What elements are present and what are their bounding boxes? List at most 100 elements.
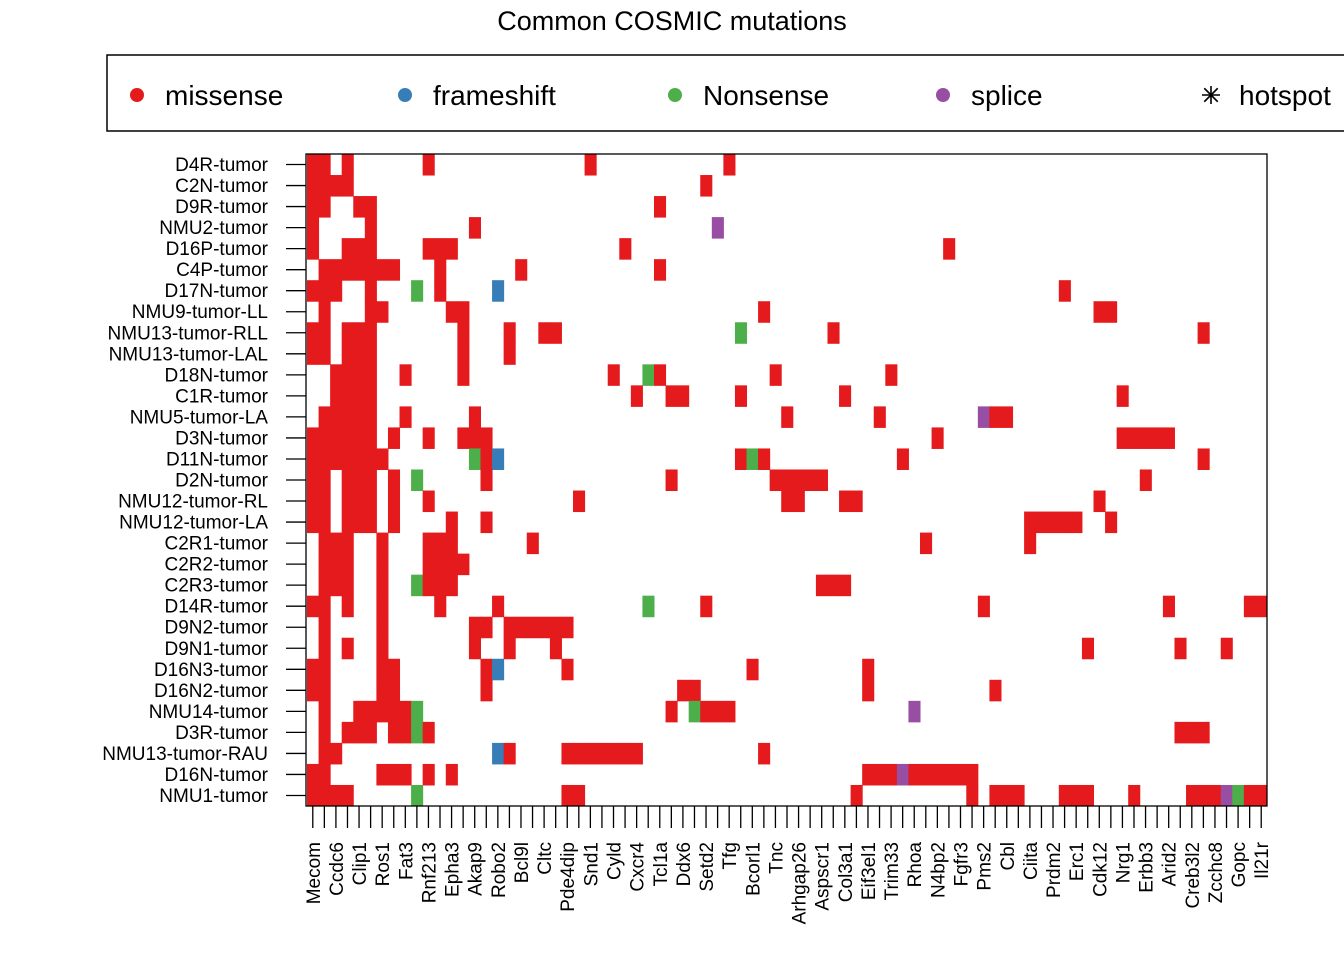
- cell-NMU13-tumor-RAU-28: [630, 742, 643, 765]
- cell-D9N1-tumor-75: [1174, 637, 1187, 660]
- legend-label-missense: missense: [165, 80, 283, 111]
- cell-D3N-tumor-0: [307, 427, 320, 449]
- cell-NMU13-tumor-RLL-37: [734, 322, 748, 344]
- cell-D2N-tumor-15: [480, 469, 493, 492]
- cell-C4P-tumor-30: [653, 259, 667, 281]
- legend-label-splice: splice: [971, 80, 1043, 111]
- cell-C2R1-tumor-19: [526, 532, 539, 555]
- cell-D17N-tumor-65: [1058, 280, 1071, 302]
- cell-D18N-tumor-29: [642, 364, 655, 386]
- cell-NMU13-tumor-RLL-1: [318, 322, 331, 344]
- cell-D16N3-tumor-38: [746, 658, 759, 681]
- cell-D9N1-tumor-3: [341, 637, 354, 660]
- cell-D3R-tumor-77: [1197, 721, 1210, 744]
- cell-D9N2-tumor-1: [318, 616, 331, 639]
- y-tick-label: D9N1-tumor: [165, 639, 269, 660]
- x-tick-label: Bcl9l: [512, 842, 533, 883]
- x-tick-label: Rnf213: [419, 842, 440, 903]
- y-tick-label: NMU13-tumor-LAL: [109, 344, 268, 365]
- x-tick-label: Cdk12: [1090, 842, 1111, 897]
- y-tick-label: D16N3-tumor: [154, 660, 269, 681]
- cell-NMU13-tumor-RLL-4: [353, 322, 366, 344]
- cell-NMU2-tumor-0: [307, 217, 320, 239]
- cell-NMU13-tumor-RAU-24: [584, 742, 597, 765]
- cell-C2R1-tumor-6: [376, 532, 389, 555]
- cell-C2R1-tumor-12: [445, 532, 458, 555]
- cell-D3N-tumor-15: [480, 427, 493, 449]
- x-tick-label: Setd2: [697, 842, 718, 892]
- y-tick-label: D3R-tumor: [175, 723, 269, 744]
- x-tick-label: Trim33: [882, 842, 903, 900]
- cell-D9R-tumor-4: [353, 196, 366, 218]
- cell-D16N-tumor-54: [931, 763, 944, 786]
- cell-C1R-tumor-31: [665, 385, 678, 407]
- cell-D3R-tumor-4: [353, 721, 366, 744]
- y-tick-label: D17N-tumor: [165, 281, 269, 302]
- cell-D18N-tumor-26: [607, 364, 620, 386]
- cell-D3R-tumor-5: [364, 721, 377, 744]
- cell-D16N-tumor-6: [376, 763, 389, 786]
- cell-D2N-tumor-3: [341, 469, 354, 492]
- cell-NMU12-tumor-RL-41: [781, 490, 794, 513]
- y-tick-label: D2N-tumor: [175, 471, 269, 492]
- cell-D16N3-tumor-22: [561, 658, 574, 681]
- cell-NMU9-tumor-LL-6: [376, 301, 389, 323]
- cell-D4R-tumor-24: [584, 154, 597, 176]
- cell-NMU5-tumor-LA-3: [341, 406, 354, 428]
- cell-D16N-tumor-52: [908, 763, 921, 786]
- cell-NMU12-tumor-LA-64: [1047, 511, 1060, 534]
- cell-NMU14-tumor-7: [387, 700, 401, 723]
- cell-NMU12-tumor-LA-65: [1058, 511, 1071, 534]
- cell-NMU12-tumor-LA-5: [364, 511, 377, 534]
- cell-NMU1-tumor-76: [1186, 784, 1199, 807]
- legend-marker-nonsense: [668, 88, 682, 102]
- cell-D3N-tumor-54: [931, 427, 944, 449]
- x-tick-label: Pde4dip: [558, 842, 579, 912]
- x-tick-label: Rhoa: [905, 842, 926, 888]
- y-tick-label: NMU12-tumor-RL: [118, 492, 268, 513]
- cell-D9N1-tumor-67: [1081, 637, 1095, 660]
- y-tick-label: D11N-tumor: [166, 449, 269, 470]
- cell-D3N-tumor-71: [1128, 427, 1141, 449]
- cell-D16N-tumor-7: [387, 763, 401, 786]
- cell-NMU13-tumor-RAU-1: [318, 742, 331, 765]
- cell-D16N-tumor-10: [422, 763, 435, 786]
- cell-C1R-tumor-28: [630, 385, 643, 407]
- cell-NMU13-tumor-RLL-21: [549, 322, 562, 344]
- cell-D16N-tumor-51: [896, 763, 909, 786]
- cell-D16N2-tumor-7: [387, 679, 401, 702]
- cell-D3N-tumor-7: [387, 427, 401, 449]
- cell-D16N-tumor-53: [920, 763, 933, 786]
- x-tick-label: Prdm2: [1044, 842, 1065, 898]
- legend-box: [106, 54, 1344, 132]
- cell-C2R3-tumor-2: [330, 574, 343, 597]
- cell-D9R-tumor-5: [364, 196, 377, 218]
- cell-NMU5-tumor-LA-59: [989, 406, 1002, 428]
- cell-D4R-tumor-0: [307, 154, 320, 176]
- cell-C2R3-tumor-44: [815, 574, 828, 597]
- cell-D11N-tumor-15: [480, 448, 493, 470]
- cell-NMU14-tumor-4: [353, 700, 366, 723]
- cell-D3N-tumor-1: [318, 427, 331, 449]
- x-tick-label: Pms2: [975, 842, 996, 891]
- cell-D16P-tumor-4: [353, 238, 366, 260]
- cell-D9N1-tumor-21: [549, 637, 562, 660]
- y-tick-label: D16N2-tumor: [154, 681, 269, 702]
- cell-C2R2-tumor-3: [341, 553, 354, 576]
- cell-D4R-tumor-36: [723, 154, 736, 176]
- cell-D16N3-tumor-15: [480, 658, 493, 681]
- cell-D14R-tumor-6: [376, 595, 389, 618]
- cell-NMU13-tumor-LAL-0: [307, 343, 320, 365]
- cell-D18N-tumor-2: [330, 364, 343, 386]
- cell-NMU13-tumor-LAL-17: [503, 343, 516, 365]
- cell-C4P-tumor-3: [341, 259, 354, 281]
- cell-D2N-tumor-72: [1139, 469, 1152, 492]
- cell-NMU12-tumor-RL-46: [839, 490, 852, 513]
- cell-D14R-tumor-3: [341, 595, 354, 618]
- x-tick-label: Mecom: [304, 842, 325, 904]
- cell-D3N-tumor-13: [457, 427, 470, 449]
- x-tick-label: Cbl: [998, 842, 1019, 871]
- x-tick-label: Clip1: [350, 842, 371, 885]
- cell-D3R-tumor-1: [318, 721, 331, 744]
